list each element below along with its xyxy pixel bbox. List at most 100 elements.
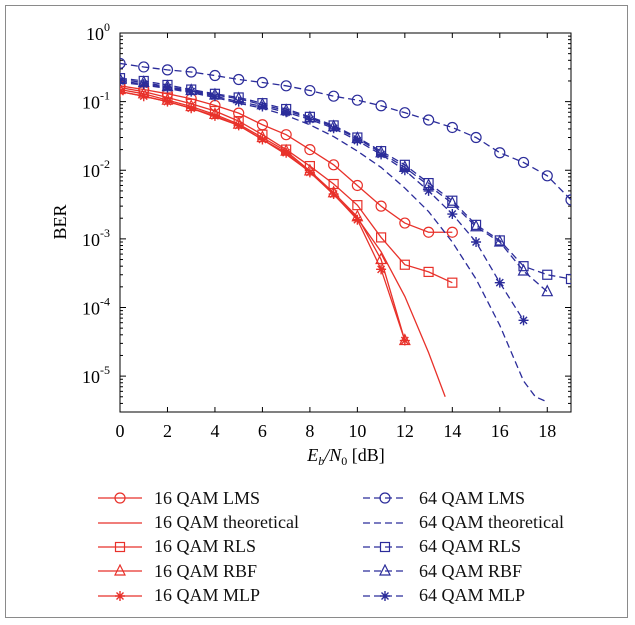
data-point-16-qam-mlp <box>120 86 125 97</box>
legend-label: 64 QAM LMS <box>419 487 526 508</box>
y-tick-label: 10-2 <box>82 157 110 181</box>
legend-swatch <box>363 521 407 524</box>
legend-item-16-qam-rls: 16 QAM RLS <box>96 535 299 559</box>
x-tick-label: 2 <box>163 421 172 441</box>
data-point-64-qam-lms <box>304 84 316 97</box>
data-point-64-qam-mlp <box>494 277 505 288</box>
legend-swatch <box>98 492 142 504</box>
data-point-64-qam-lms <box>446 121 458 134</box>
data-point-64-qam-lms <box>541 170 553 182</box>
legend-item-16-qam-lms: 16 QAM LMS <box>96 486 299 510</box>
legend-marker <box>114 541 126 553</box>
data-point-16-qam-rbf <box>375 252 388 265</box>
data-point-64-qam-lms <box>422 114 435 126</box>
data-point-64-qam-mlp <box>162 82 173 93</box>
x-tick-label: 0 <box>116 421 125 441</box>
data-point-64-qam-rls <box>565 273 571 285</box>
data-point-16-qam-rls <box>376 232 387 243</box>
data-point-64-qam-lms <box>209 69 221 82</box>
data-point-16-qam-mlp <box>328 189 339 200</box>
data-point-16-qam-rls <box>328 178 339 190</box>
legend-label: 16 QAM LMS <box>154 487 261 508</box>
data-point-16-qam-rls <box>423 266 434 278</box>
series-line-64-qam-rls <box>120 77 571 280</box>
data-point-16-qam-lms <box>446 226 458 238</box>
data-point-64-qam-mlp <box>186 86 197 97</box>
data-point-64-qam-lms <box>375 100 387 112</box>
legend-swatch <box>98 521 142 524</box>
data-point-16-qam-lms <box>375 200 387 212</box>
x-tick-label: 16 <box>491 421 509 441</box>
legend-swatch <box>363 564 407 576</box>
y-tick-label: 10-3 <box>82 226 110 250</box>
x-tick-label: 6 <box>258 421 267 441</box>
x-tick-label: 14 <box>443 421 461 441</box>
x-tick-label: 8 <box>305 421 314 441</box>
data-point-64-qam-mlp <box>518 315 529 326</box>
data-point-64-qam-lms <box>351 94 363 106</box>
legend-swatch <box>363 541 407 553</box>
data-point-64-qam-lms <box>565 194 571 206</box>
data-point-64-qam-lms <box>470 131 482 144</box>
data-point-16-qam-mlp <box>186 103 197 114</box>
data-point-64-qam-mlp <box>138 79 149 90</box>
series-line-64-qam-theoretical <box>120 81 548 403</box>
legend-swatch <box>363 492 407 504</box>
data-point-64-qam-mlp <box>471 237 482 248</box>
data-point-64-qam-rbf <box>446 195 459 208</box>
data-point-16-qam-mlp <box>304 167 315 178</box>
y-axis-label: BER <box>50 204 70 239</box>
data-point-64-qam-mlp <box>399 165 410 176</box>
legend-label: 16 QAM theoretical <box>154 512 299 533</box>
legend-swatch <box>98 564 142 576</box>
data-point-64-qam-lms <box>138 61 150 73</box>
legend-item-16-qam-mlp: 16 QAM MLP <box>96 584 299 608</box>
legend-swatch <box>98 541 142 553</box>
legend-marker <box>114 564 126 576</box>
legend-item-16-qam-rbf: 16 QAM RBF <box>96 559 299 583</box>
legend-item-64-qam-rls: 64 QAM RLS <box>361 535 564 559</box>
data-point-64-qam-rls <box>518 261 529 272</box>
data-point-64-qam-lms <box>328 90 340 102</box>
legend-marker <box>115 590 125 601</box>
data-point-64-qam-lms <box>233 73 245 86</box>
data-point-16-qam-lms <box>304 143 316 156</box>
data-point-16-qam-lms <box>328 159 340 171</box>
legend-label: 16 QAM MLP <box>154 585 261 606</box>
x-tick-label: 18 <box>538 421 556 441</box>
legend-item-64-qam-rbf: 64 QAM RBF <box>361 559 564 583</box>
data-point-64-qam-mlp <box>257 101 268 112</box>
data-point-64-qam-rls <box>542 269 553 280</box>
data-point-16-qam-mlp <box>399 335 410 346</box>
data-point-64-qam-lms <box>185 66 197 78</box>
data-point-64-qam-mlp <box>423 185 434 196</box>
data-point-64-qam-mlp <box>209 91 220 102</box>
legend-label: 64 QAM RBF <box>419 560 523 581</box>
data-point-16-qam-rls <box>120 82 126 93</box>
legend-left: 16 QAM LMS 16 QAM theoretical 16 QAM RLS 16… <box>96 486 299 608</box>
y-tick-label: 10-4 <box>82 294 110 318</box>
data-point-64-qam-mlp <box>233 96 244 107</box>
data-point-64-qam-mlp <box>447 209 458 220</box>
legend-marker <box>379 541 391 553</box>
legend-item-64-qam-mlp: 64 QAM MLP <box>361 584 564 608</box>
x-axis-label: Eb/N0 [dB] <box>306 445 385 468</box>
data-point-16-qam-mlp <box>281 147 292 158</box>
data-point-64-qam-rls <box>120 73 126 84</box>
data-point-64-qam-rbf <box>541 284 554 297</box>
data-point-64-qam-mlp <box>352 135 363 146</box>
legend-marker <box>379 492 391 504</box>
data-point-64-qam-rbf <box>517 263 530 276</box>
data-point-16-qam-rls <box>399 259 410 270</box>
y-tick-label: 100 <box>86 20 110 44</box>
data-point-16-qam-rls <box>447 277 458 288</box>
data-point-16-qam-mlp <box>233 120 244 131</box>
data-point-64-qam-lms <box>120 57 126 70</box>
data-point-64-qam-mlp <box>120 75 125 86</box>
data-point-64-qam-lms <box>517 156 530 169</box>
data-point-64-qam-lms <box>494 147 506 159</box>
data-point-16-qam-mlp <box>162 96 173 107</box>
data-point-16-qam-lms <box>351 179 363 192</box>
data-point-64-qam-lms <box>256 76 269 89</box>
